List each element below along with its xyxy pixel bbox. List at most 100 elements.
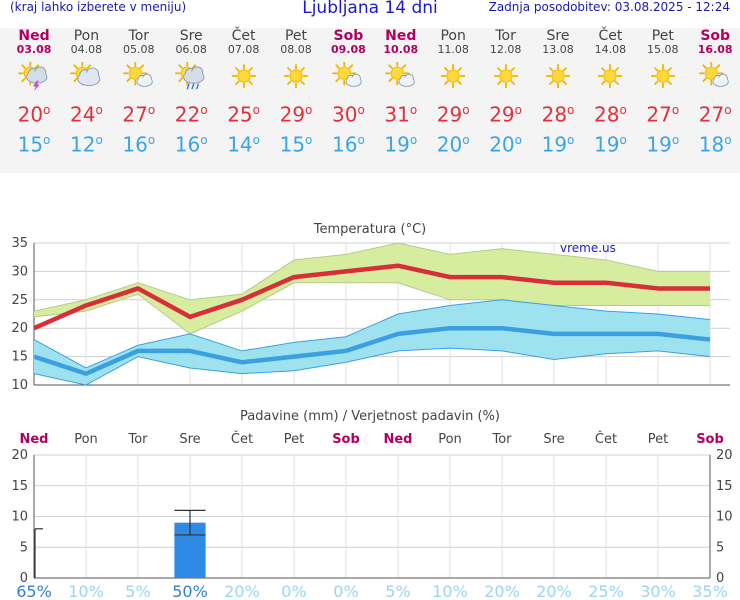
max-temperature-value: 29 — [489, 102, 515, 127]
min-temperature-value: 14 — [227, 132, 253, 157]
precipitation-probability: 30% — [640, 582, 676, 600]
max-band-upper-edge — [33, 242, 710, 312]
max-temperature-value: 27 — [698, 102, 725, 127]
max-temperature-value: 24 — [69, 102, 96, 127]
x-tick-label: Tor — [491, 432, 512, 447]
max-temperature: 22o — [174, 102, 208, 127]
day-name: Pon — [73, 28, 100, 44]
precipitation-chart-title: Padavine (mm) / Verjetnost padavin (%) — [240, 409, 500, 424]
forecast-day: Ned 10.08 31o 19o — [375, 28, 427, 157]
day-date: 07.08 — [227, 43, 260, 56]
y-tick-label: 10 — [11, 378, 28, 393]
sun-icon — [493, 63, 518, 89]
min-temperature-value: 20 — [436, 132, 463, 157]
day-date: 04.08 — [70, 43, 103, 56]
forecast-day: Sre 13.08 28o 19o — [532, 28, 584, 157]
forecast-day: Tor 05.08 27o 16o — [113, 28, 165, 157]
temperature-chart-title: Temperatura (°C) — [313, 222, 426, 237]
y-tick-label: 25 — [11, 293, 28, 308]
min-temperature: 19o — [646, 132, 680, 157]
min-temperature-value: 15 — [17, 132, 44, 157]
y-tick-label-right: 5 — [716, 540, 724, 555]
max-temperature-value: 29 — [436, 102, 463, 127]
forecast-day: Ned 03.08 20o 15o — [8, 28, 60, 157]
min-temperature: 15o — [279, 132, 313, 157]
x-tick-label: Ned — [383, 432, 412, 447]
x-tick-label: Čet — [231, 431, 253, 447]
min-temperature: 20o — [489, 132, 522, 157]
precipitation-probability: 20% — [536, 582, 572, 600]
precipitation-probability: 20% — [224, 582, 260, 600]
x-tick-label: Tor — [127, 432, 148, 447]
y-tick-label-left: 0 — [20, 571, 28, 586]
y-tick-label: 20 — [11, 321, 28, 336]
precipitation-probability: 5% — [125, 582, 150, 600]
max-temperature: 25o — [227, 102, 260, 127]
precipitation-probability: 10% — [68, 582, 104, 600]
precipitation-probability: 35% — [692, 582, 728, 600]
max-temperature: 28o — [541, 102, 575, 127]
x-tick-label: Pon — [438, 432, 462, 447]
day-date: 14.08 — [594, 43, 627, 56]
max-temperature: 28o — [593, 102, 627, 127]
y-tick-label: 30 — [11, 264, 28, 279]
y-tick-label-left: 15 — [11, 479, 28, 494]
max-temperature-line — [33, 263, 710, 331]
sun-cloud-thunder-icon — [18, 62, 48, 92]
precipitation-probability: 0% — [281, 582, 306, 600]
max-temperature: 29o — [436, 102, 470, 127]
forecast-day: Sob 16.08 27o 18o — [689, 28, 740, 157]
precipitation-probability: 50% — [172, 582, 208, 600]
day-name: Pet — [284, 28, 308, 44]
day-name: Čet — [231, 28, 256, 44]
min-temperature-line — [33, 325, 711, 376]
day-name: Pet — [651, 28, 674, 44]
min-temperature-value: 16 — [331, 132, 358, 157]
y-tick-label-left: 5 — [20, 540, 28, 555]
precipitation-probability: 25% — [588, 582, 624, 600]
precipitation-chart: Padavine (mm) / Verjetnost padavin (%) Ne… — [11, 409, 733, 600]
sun-small-cloud-icon — [384, 62, 415, 87]
x-tick-label: Sre — [543, 432, 564, 447]
day-date: 03.08 — [16, 43, 52, 56]
day-date: 13.08 — [542, 43, 574, 56]
sun-icon — [650, 63, 675, 89]
min-temperature: 15o — [17, 132, 51, 157]
min-temperature: 12o — [69, 132, 103, 157]
x-tick-label: Pon — [74, 432, 98, 447]
max-temperature-value: 30 — [331, 102, 358, 127]
min-temperature-value: 20 — [489, 132, 515, 157]
max-temperature: 31o — [384, 102, 418, 127]
max-temperature-value: 27 — [122, 102, 148, 127]
y-tick-label-right: 15 — [716, 479, 733, 494]
sun-icon — [283, 63, 309, 89]
min-temperature-value: 18 — [698, 132, 725, 157]
day-date: 08.08 — [280, 43, 312, 56]
temperature-chart: Temperatura (°C) 10 15 20 25 30 35 vreme.us — [11, 222, 730, 393]
y-tick-label-left: 20 — [11, 448, 28, 463]
day-name: Sre — [179, 28, 203, 44]
page-title: Ljubljana 14 dni — [302, 0, 438, 18]
max-temperature-value: 25 — [227, 102, 253, 127]
min-temperature-value: 19 — [384, 132, 410, 157]
min-temperature: 16o — [122, 132, 156, 157]
day-date: 10.08 — [383, 43, 419, 56]
y-tick-label: 35 — [11, 236, 28, 251]
max-temperature: 27o — [646, 102, 680, 127]
sun-icon — [598, 63, 623, 89]
max-temperature: 29o — [279, 102, 313, 127]
min-temperature-value: 15 — [279, 132, 306, 157]
day-name: Ned — [18, 28, 50, 44]
max-temperature-value: 22 — [174, 102, 201, 127]
max-temperature: 27o — [122, 102, 156, 127]
day-name: Pon — [440, 28, 466, 44]
day-name: Tor — [128, 28, 150, 44]
max-temperature-value: 31 — [384, 102, 410, 127]
forecast-day: Čet 14.08 28o 19o — [584, 28, 636, 157]
day-date: 09.08 — [330, 43, 366, 56]
min-temperature-value: 16 — [174, 132, 201, 157]
min-temperature: 20o — [436, 132, 470, 157]
day-date: 11.08 — [437, 43, 469, 56]
max-temperature: 29o — [489, 102, 522, 127]
y-tick-label-right: 20 — [716, 448, 733, 463]
